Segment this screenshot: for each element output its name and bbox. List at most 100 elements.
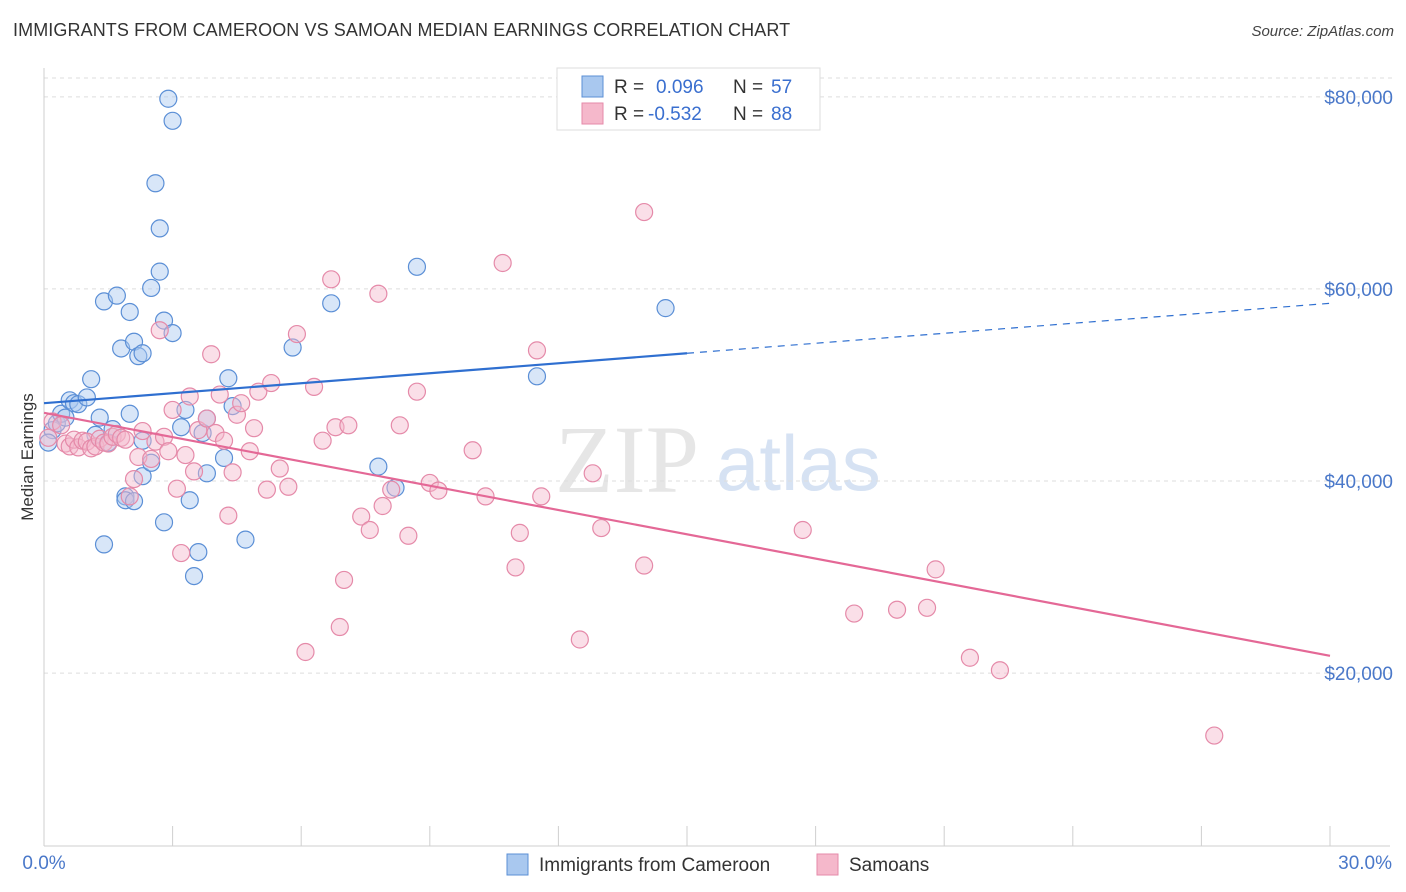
y-tick-label-60000: $60,000 (1324, 280, 1393, 301)
cameroon-point-46 (219, 369, 238, 388)
x-ticks (43, 826, 1331, 846)
samoans-point-24 (150, 321, 169, 340)
samoans-point-26 (159, 442, 178, 461)
samoans-point-71 (493, 253, 512, 273)
samoans-point-61 (369, 284, 388, 303)
legend-n-label-1: N = (733, 77, 763, 98)
samoans-point-73 (510, 523, 529, 542)
samoans-point-81 (793, 520, 812, 540)
cameroon-point-32 (154, 513, 174, 532)
cameroon-point-51 (369, 457, 388, 476)
samoans-point-1 (43, 412, 62, 431)
y-tick-label-20000: $20,000 (1324, 664, 1393, 685)
samoans-point-80 (635, 556, 654, 575)
samoans-point-84 (917, 598, 937, 617)
samoans-point-85 (926, 560, 945, 579)
legend: R = 0.096 N = 57 R = -0.532 N = 88 (556, 67, 821, 131)
samoans-point-30 (176, 445, 195, 465)
samoans-point-56 (330, 617, 349, 637)
bottom-legend-samoans: Samoans (849, 855, 929, 876)
samoans-point-46 (257, 480, 277, 499)
legend-r-label-1: R = (614, 77, 644, 98)
bottom-legend: Immigrants from Cameroon Samoans (506, 853, 929, 876)
samoans-point-57 (334, 570, 354, 590)
samoans-point-88 (1205, 726, 1224, 745)
samoans-point-29 (172, 543, 191, 563)
samoans-point-64 (390, 416, 409, 435)
series-cameroon-points (39, 89, 675, 586)
trend-line-cameroon-extension (686, 302, 1331, 354)
legend-n-value-2: 88 (771, 104, 792, 125)
samoans-point-50 (287, 324, 307, 344)
series-samoans-points (39, 202, 1224, 745)
samoans-point-74 (527, 341, 547, 360)
legend-n-value-1: 57 (771, 77, 792, 98)
cameroon-point-49 (283, 338, 302, 357)
legend-r-value-2: -0.532 (648, 104, 702, 125)
samoans-point-65 (399, 526, 418, 545)
cameroon-point-15 (107, 286, 126, 305)
samoans-point-87 (990, 661, 1010, 680)
bottom-legend-swatch-samoans (816, 853, 839, 876)
cameroon-point-29 (146, 174, 165, 193)
cameroon-point-40 (184, 567, 204, 586)
samoans-point-82 (845, 604, 864, 623)
bottom-legend-cameroon: Immigrants from Cameroon (539, 855, 770, 876)
source-label: Source: ZipAtlas.com (1251, 23, 1394, 40)
cameroon-point-37 (172, 418, 191, 437)
legend-swatch-cameroon (581, 75, 604, 98)
x-tick-label-max: 30.0% (1338, 853, 1392, 874)
samoans-point-79 (635, 202, 654, 222)
legend-r-label-2: R = (614, 104, 644, 125)
samoans-point-0 (39, 428, 58, 447)
samoans-point-51 (296, 642, 315, 662)
samoans-point-63 (382, 480, 401, 499)
samoans-point-35 (202, 345, 221, 364)
samoans-point-22 (142, 449, 161, 469)
samoans-point-86 (960, 648, 980, 667)
samoans-point-72 (506, 558, 525, 577)
samoans-point-76 (570, 630, 589, 649)
samoans-point-41 (227, 405, 246, 424)
cameroon-point-19 (120, 404, 139, 423)
cameroon-point-35 (163, 111, 182, 130)
cameroon-point-20 (120, 302, 139, 322)
samoans-point-59 (352, 507, 371, 526)
samoans-point-47 (262, 373, 281, 393)
legend-r-value-1: 0.096 (656, 77, 704, 98)
x-tick-label-min: 0.0% (22, 853, 65, 874)
cameroon-point-34 (159, 89, 178, 108)
cameroon-point-53 (407, 257, 427, 276)
cameroon-point-50 (322, 294, 341, 313)
samoans-point-40 (223, 463, 242, 482)
samoans-point-83 (887, 600, 907, 619)
cameroon-point-41 (189, 542, 208, 562)
watermark-atlas: atlas (716, 419, 881, 507)
legend-n-label-2: N = (733, 104, 763, 125)
cameroon-point-39 (180, 491, 199, 510)
samoans-point-2 (52, 416, 71, 435)
samoans-point-53 (313, 431, 332, 450)
watermark-zip: ZIP (555, 406, 699, 513)
cameroon-point-7 (77, 388, 96, 407)
samoans-point-66 (407, 382, 427, 401)
cameroon-point-48 (236, 530, 255, 549)
cameroon-point-30 (150, 219, 169, 238)
samoans-point-27 (163, 400, 182, 420)
samoans-point-49 (279, 477, 298, 496)
samoans-point-18 (120, 487, 139, 506)
trend-line-samoans (43, 411, 1331, 657)
samoans-point-75 (532, 487, 551, 506)
samoans-point-48 (270, 459, 289, 478)
cameroon-point-12 (94, 535, 114, 554)
samoans-point-62 (373, 496, 392, 516)
samoans-point-28 (167, 479, 186, 498)
cameroon-point-33 (154, 311, 174, 330)
cameroon-point-38 (176, 400, 195, 420)
legend-swatch-samoans (581, 102, 604, 125)
samoans-point-54 (322, 270, 341, 289)
samoans-point-60 (360, 520, 379, 540)
chart-title: IMMIGRANTS FROM CAMEROON VS SAMOAN MEDIA… (13, 20, 791, 40)
samoans-point-58 (339, 416, 358, 435)
